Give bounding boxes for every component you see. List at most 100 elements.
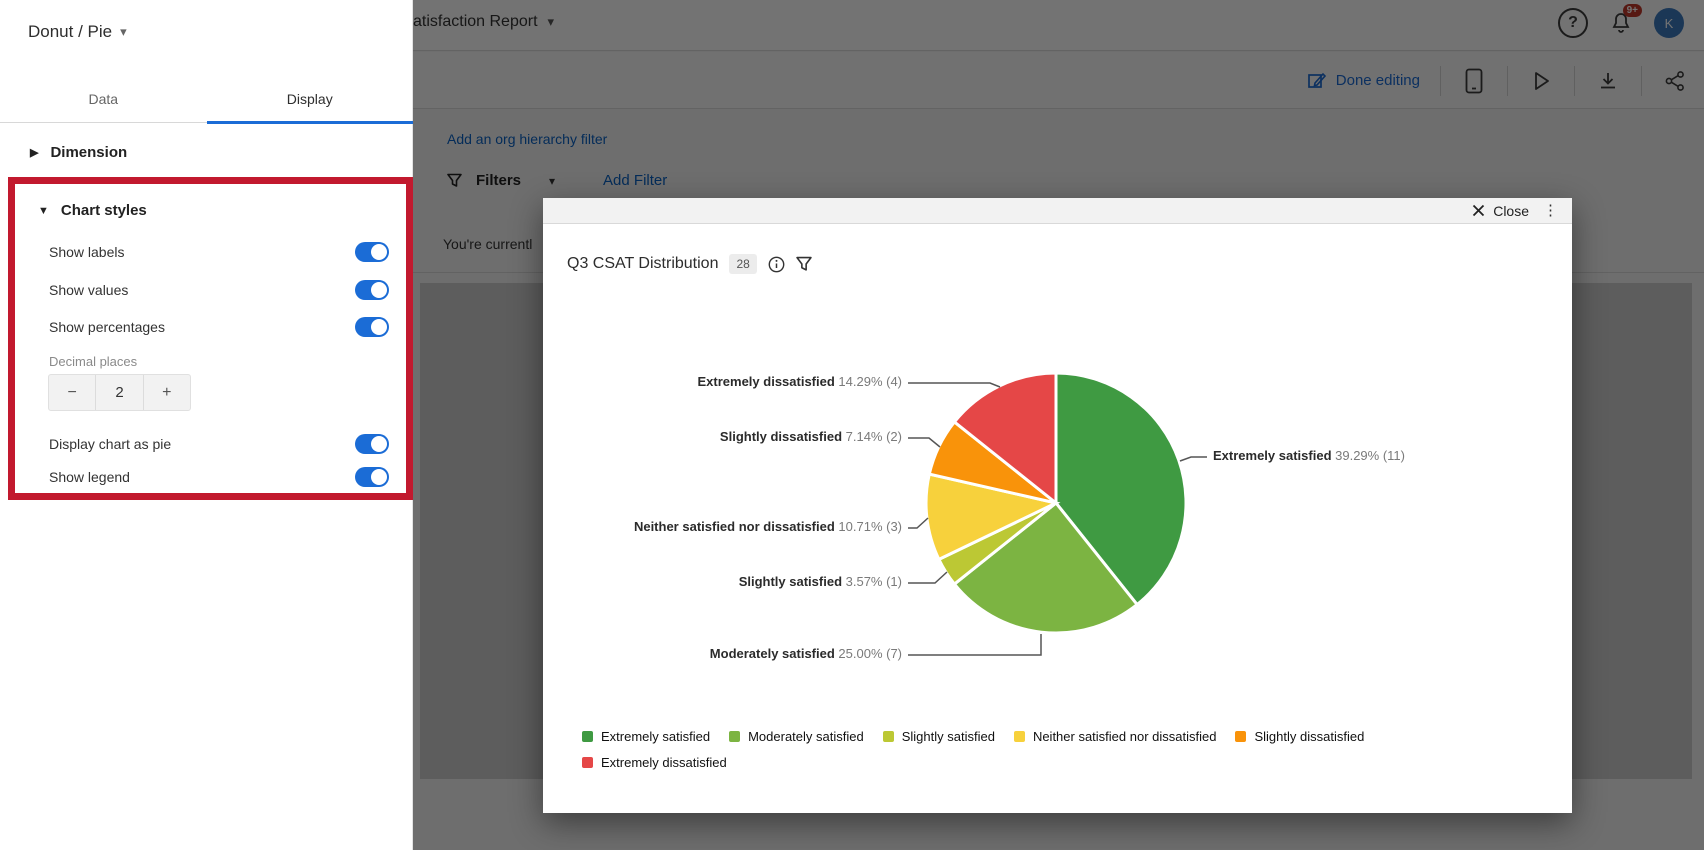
info-icon[interactable] <box>768 256 785 273</box>
close-icon <box>1473 204 1485 217</box>
dimension-section-header[interactable]: ▶ Dimension <box>30 144 127 161</box>
caret-right-icon: ▶ <box>30 147 39 159</box>
toggle-row: Show values <box>49 279 389 301</box>
pie-label-name: Moderately satisfied <box>709 646 835 661</box>
widget-title: Q3 CSAT Distribution <box>567 255 719 272</box>
widget-settings-panel: Donut / Pie ▾ Data Display ▶ Dimension ▼ … <box>0 0 413 850</box>
legend-label: Moderately satisfied <box>748 729 864 744</box>
pie-slice-extremely-satisfied[interactable] <box>1054 371 1188 607</box>
decimal-places-label: Decimal places <box>49 354 138 369</box>
pie-label-value: 10.71% (3) <box>834 519 902 534</box>
pie-label-slightly-dissatisfied: Slightly dissatisfied 7.14% (2) <box>720 429 902 444</box>
widget-type-label: Donut / Pie <box>28 22 113 41</box>
caret-down-icon: ▼ <box>38 204 49 217</box>
leader-line <box>908 382 1001 388</box>
pie-label-name: Extremely satisfied <box>1213 448 1332 463</box>
legend-label: Neither satisfied nor dissatisfied <box>1032 729 1217 744</box>
pie-label-value: 39.29% (11) <box>1331 448 1405 463</box>
pie-label-extremely-satisfied: Extremely satisfied 39.29% (11) <box>1213 448 1405 463</box>
toggle-knob <box>371 244 387 260</box>
toggle-show-values[interactable] <box>355 280 389 300</box>
pie-label-value: 3.57% (1) <box>842 574 902 589</box>
tab-display[interactable]: Display <box>206 75 414 124</box>
legend-label: Extremely dissatisfied <box>601 755 727 770</box>
toggle-show-labels[interactable] <box>355 242 389 262</box>
chevron-down-icon: ▾ <box>120 24 127 39</box>
legend-swatch <box>882 731 894 742</box>
legend-swatch <box>1013 731 1025 742</box>
pie-label-name: Extremely dissatisfied <box>697 374 835 389</box>
legend-item-extremely-satisfied[interactable]: Extremely satisfied <box>582 729 710 744</box>
decimal-places-stepper: − 2 + <box>48 374 191 411</box>
widget-title-row: Q3 CSAT Distribution 28 <box>567 254 812 274</box>
leader-line <box>908 571 948 584</box>
widget-preview-modal: Close ⋮ Q3 CSAT Distribution 28 Extremel… <box>543 198 1572 813</box>
close-label: Close <box>1493 202 1529 219</box>
dimension-section-label: Dimension <box>50 144 128 161</box>
legend-row: Extremely dissatisfied <box>582 755 1364 770</box>
chart-legend: Extremely satisfied Moderately satisfied S… <box>582 729 1364 770</box>
leader-line <box>908 634 1042 656</box>
chart-styles-section-header[interactable]: ▼ Chart styles <box>38 202 147 219</box>
widget-filter-icon[interactable] <box>796 256 812 272</box>
toggle-knob <box>371 436 387 452</box>
pie-label-name: Neither satisfied nor dissatisfied <box>633 519 835 534</box>
response-count-badge: 28 <box>729 254 757 274</box>
toggle-row: Display chart as pie <box>49 433 389 455</box>
stepper-value: 2 <box>95 375 142 410</box>
pie-label-neither-satisfied-nor-dissatisfied: Neither satisfied nor dissatisfied 10.71… <box>634 519 902 534</box>
toggle-label: Show labels <box>49 244 125 260</box>
pie-label-value: 25.00% (7) <box>834 646 902 661</box>
legend-item-slightly-dissatisfied[interactable]: Slightly dissatisfied <box>1235 729 1364 744</box>
pie-chart <box>908 371 1207 656</box>
widget-type-dropdown[interactable]: Donut / Pie ▾ <box>28 22 127 42</box>
pie-slice-moderately-satisfied[interactable] <box>952 500 1140 635</box>
legend-swatch <box>582 757 593 768</box>
leader-line <box>908 437 941 448</box>
chart-styles-highlight-box: ▼ Chart styles Decimal places − 2 + Show… <box>8 177 413 500</box>
pie-label-value: 7.14% (2) <box>842 429 902 444</box>
tab-data[interactable]: Data <box>88 90 119 107</box>
toggle-label: Show values <box>49 282 129 298</box>
pie-label-extremely-dissatisfied: Extremely dissatisfied 14.29% (4) <box>698 374 903 389</box>
toggle-label: Show legend <box>49 469 130 485</box>
toggle-knob <box>371 282 387 298</box>
legend-item-slightly-satisfied[interactable]: Slightly satisfied <box>882 729 995 744</box>
legend-label: Slightly satisfied <box>901 729 995 744</box>
toggle-label: Display chart as pie <box>49 436 172 452</box>
stepper-plus-button[interactable]: + <box>142 375 190 410</box>
pie-slice-extremely-dissatisfied[interactable] <box>952 371 1058 507</box>
kebab-menu-icon[interactable]: ⋮ <box>1543 202 1558 219</box>
panel-tabs: Data Display <box>0 75 414 124</box>
toggle-row: Show legend <box>49 466 389 488</box>
toggle-row: Show labels <box>49 241 389 263</box>
leader-line <box>908 517 929 529</box>
stepper-minus-button[interactable]: − <box>67 383 77 401</box>
toggle-show-legend[interactable] <box>355 467 389 487</box>
legend-swatch <box>1235 731 1247 742</box>
pie-label-moderately-satisfied: Moderately satisfied 25.00% (7) <box>710 646 902 661</box>
chart-styles-section-label: Chart styles <box>60 202 147 219</box>
pie-label-value: 14.29% (4) <box>834 374 902 389</box>
pie-label-name: Slightly satisfied <box>738 574 843 589</box>
modal-header: Close ⋮ <box>543 198 1572 224</box>
legend-item-moderately-satisfied[interactable]: Moderately satisfied <box>729 729 864 744</box>
legend-label: Slightly dissatisfied <box>1254 729 1365 744</box>
legend-label: Extremely satisfied <box>601 729 711 744</box>
close-button[interactable]: Close <box>1472 203 1529 219</box>
toggle-label: Show percentages <box>49 319 165 335</box>
pie-label-name: Slightly dissatisfied <box>719 429 843 444</box>
legend-row: Extremely satisfied Moderately satisfied S… <box>582 729 1364 744</box>
legend-swatch <box>729 731 741 742</box>
legend-item-neither-satisfied-nor-dissatisfied[interactable]: Neither satisfied nor dissatisfied <box>1013 729 1217 744</box>
legend-item-extremely-dissatisfied[interactable]: Extremely dissatisfied <box>582 755 727 770</box>
pie-label-slightly-satisfied: Slightly satisfied 3.57% (1) <box>739 574 902 589</box>
toggle-display-chart-as-pie[interactable] <box>355 434 389 454</box>
pie-slice-neither-satisfied-nor-dissatisfied[interactable] <box>924 472 1061 562</box>
toggle-row: Show percentages <box>49 316 389 338</box>
leader-line <box>1179 456 1207 462</box>
toggle-knob <box>371 319 387 335</box>
toggle-knob <box>371 469 387 485</box>
legend-swatch <box>582 731 593 742</box>
toggle-show-percentages[interactable] <box>355 317 389 337</box>
